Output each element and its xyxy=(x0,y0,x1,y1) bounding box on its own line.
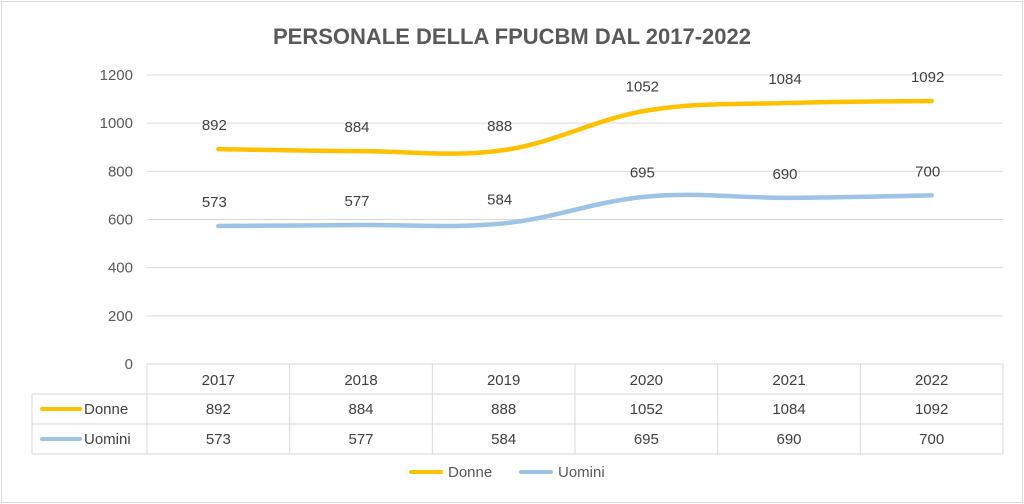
x-category-label: 2020 xyxy=(630,372,663,389)
data-label: 1052 xyxy=(626,79,659,96)
table-cell: 1052 xyxy=(630,401,663,418)
table-cell: 690 xyxy=(776,431,801,448)
data-label: 888 xyxy=(487,118,512,135)
data-label: 1084 xyxy=(768,71,801,88)
y-axis: 0 200 400 600 800 1000 1200 xyxy=(100,67,133,373)
table-cell: 892 xyxy=(206,401,231,418)
y-tick-label: 0 xyxy=(125,356,133,373)
y-tick-label: 200 xyxy=(108,308,133,325)
table-cell: 1092 xyxy=(915,401,948,418)
chart-title: PERSONALE DELLA FPUCBM DAL 2017-2022 xyxy=(273,24,751,49)
table-series-name: Uomini xyxy=(84,431,131,448)
series-line-uomini xyxy=(216,192,934,229)
y-tick-label: 1200 xyxy=(100,67,133,84)
data-label: 577 xyxy=(344,193,369,210)
y-tick-label: 800 xyxy=(108,163,133,180)
legend: Donne Uomini xyxy=(409,464,605,481)
table-cell: 573 xyxy=(206,431,231,448)
table-cell: 584 xyxy=(491,431,516,448)
data-label: 690 xyxy=(772,166,797,183)
data-label: 573 xyxy=(202,194,227,211)
data-label: 695 xyxy=(630,165,655,182)
table-series-name: Donne xyxy=(84,401,128,418)
y-tick-label: 1000 xyxy=(100,115,133,132)
table-cell: 884 xyxy=(348,401,373,418)
legend-label: Donne xyxy=(448,464,492,481)
x-category-label: 2021 xyxy=(772,372,805,389)
series-line-donne xyxy=(216,98,934,156)
table-cell: 695 xyxy=(634,431,659,448)
data-label: 584 xyxy=(487,191,512,208)
series-lines xyxy=(216,98,934,229)
data-table: 2017 2018 2019 2020 2021 2022 Donne 892 884 888 10… xyxy=(31,363,1004,455)
gridlines xyxy=(147,74,1003,365)
data-label: 700 xyxy=(915,163,940,180)
x-category-label: 2018 xyxy=(344,372,377,389)
table-cell: 888 xyxy=(491,401,516,418)
y-tick-label: 400 xyxy=(108,260,133,277)
x-category-label: 2022 xyxy=(915,372,948,389)
data-label: 892 xyxy=(202,117,227,134)
y-tick-label: 600 xyxy=(108,212,133,229)
table-cell: 700 xyxy=(919,431,944,448)
data-label: 1092 xyxy=(911,69,944,86)
table-cell: 577 xyxy=(348,431,373,448)
data-labels: 892 884 888 1052 1084 1092 573 577 584 695 690 700 xyxy=(202,69,945,211)
table-cell: 1084 xyxy=(772,401,805,418)
x-category-label: 2017 xyxy=(202,372,235,389)
data-label: 884 xyxy=(344,119,369,136)
x-category-label: 2019 xyxy=(487,372,520,389)
legend-label: Uomini xyxy=(558,464,605,481)
